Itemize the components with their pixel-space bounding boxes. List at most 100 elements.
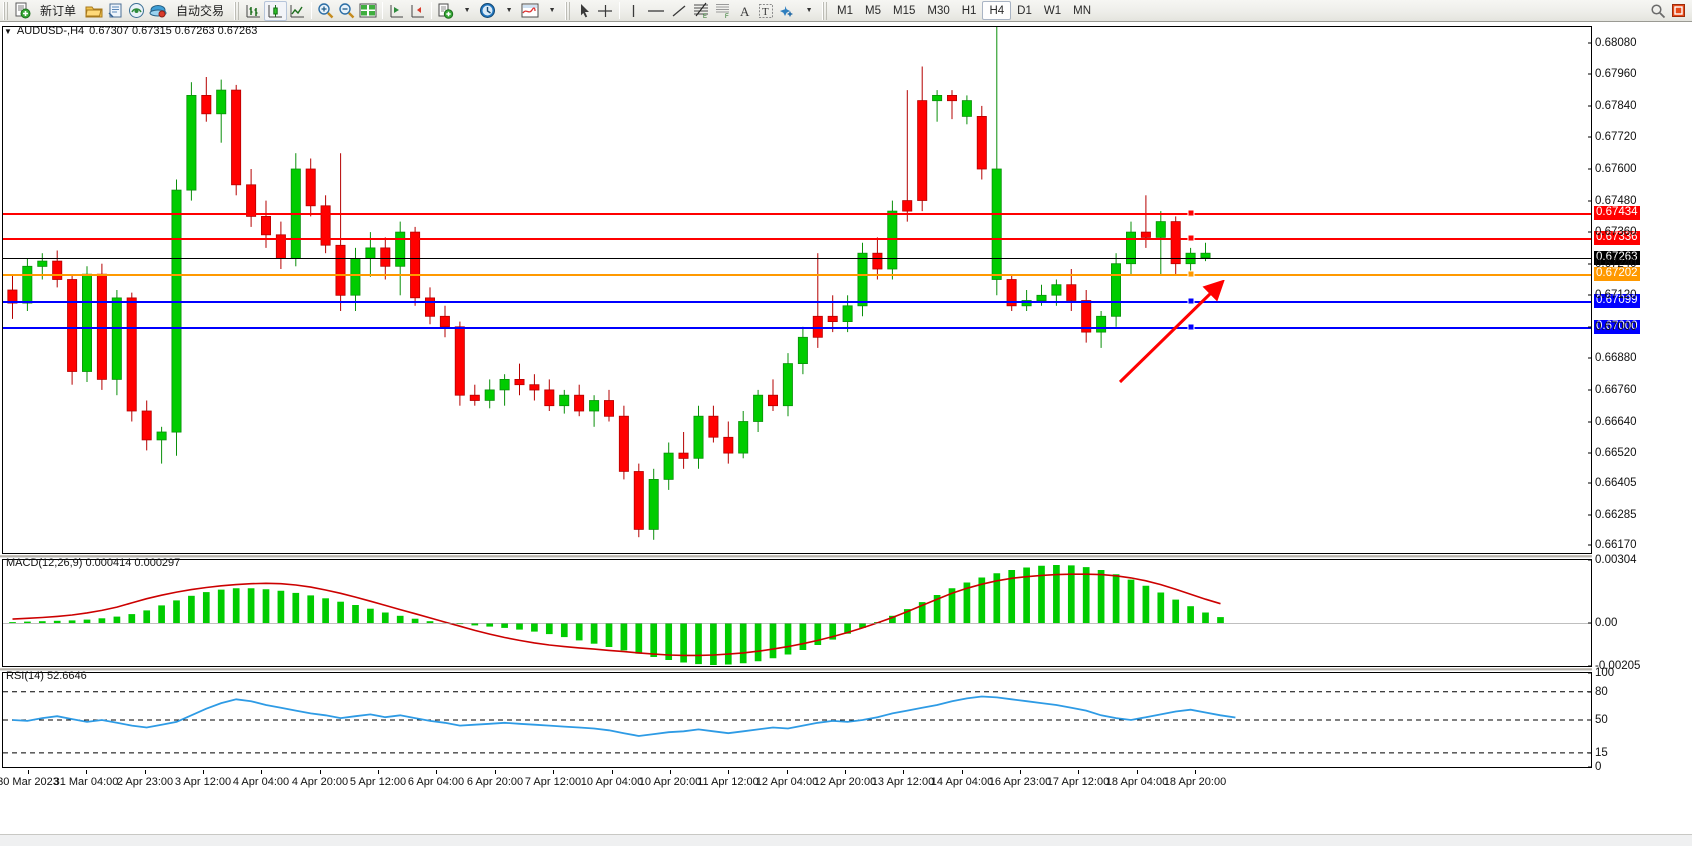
timeframe-mn[interactable]: MN bbox=[1073, 4, 1091, 17]
macd-scale-divider bbox=[1591, 559, 1592, 667]
folder-icon[interactable] bbox=[83, 1, 105, 21]
line-chart-icon[interactable] bbox=[287, 1, 308, 21]
timeframe-w1[interactable]: W1 bbox=[1043, 4, 1062, 17]
price-tick: 0.67840 bbox=[1595, 99, 1637, 112]
toolbar-grip-3[interactable] bbox=[565, 1, 573, 20]
toolbar-grip-2[interactable] bbox=[234, 1, 242, 20]
svg-text:E: E bbox=[703, 14, 707, 19]
indicators-dropdown-icon[interactable]: ▼ bbox=[548, 7, 556, 14]
grid-icon[interactable] bbox=[357, 1, 379, 21]
chart-menu-caret-icon[interactable]: ▼ bbox=[4, 26, 12, 36]
level-line-resistance-1[interactable] bbox=[3, 212, 1591, 215]
level-handle-support-1[interactable] bbox=[1187, 297, 1195, 305]
price-tick: 0.67960 bbox=[1595, 68, 1637, 81]
svg-text:A: A bbox=[740, 4, 750, 19]
time-axis[interactable]: 30 Mar 2023 31 Mar 04:00 2 Apr 23:00 3 A… bbox=[0, 770, 1592, 800]
indicators-icon[interactable] bbox=[519, 1, 541, 21]
macd-pane-separator[interactable] bbox=[0, 555, 1592, 558]
level-line-pivot[interactable] bbox=[3, 273, 1591, 276]
level-tag-resistance-1: 0.67434 bbox=[1594, 205, 1640, 220]
level-tag-pivot: 0.67202 bbox=[1594, 266, 1640, 281]
price-axis[interactable]: 0.68080 0.67960 0.67840 0.67720 0.67600 … bbox=[1588, 26, 1692, 554]
timeframe-h1[interactable]: H1 bbox=[961, 4, 977, 17]
timeframe-m1[interactable]: M1 bbox=[837, 4, 854, 17]
price-tick: 0.66880 bbox=[1595, 352, 1637, 365]
auto-trading-button[interactable]: 自动交易 bbox=[169, 1, 231, 21]
maximize-icon[interactable] bbox=[1668, 1, 1689, 21]
shift-start-icon[interactable] bbox=[407, 1, 428, 21]
new-order-icon[interactable] bbox=[12, 1, 33, 21]
timeframe-m15[interactable]: M15 bbox=[893, 4, 916, 17]
templates-icon[interactable] bbox=[435, 1, 456, 21]
svg-text:F: F bbox=[725, 14, 729, 19]
rsi-tick: 100 bbox=[1595, 667, 1615, 679]
objects-dropdown-icon[interactable]: ▼ bbox=[805, 7, 813, 14]
bar-chart-icon[interactable] bbox=[243, 1, 264, 21]
rsi-axis: 100 80 50 15 0 bbox=[1588, 667, 1692, 773]
periodicity-icon[interactable] bbox=[477, 1, 498, 21]
timeframe-d1[interactable]: D1 bbox=[1017, 4, 1032, 17]
periodicity-dropdown-icon[interactable]: ▼ bbox=[505, 7, 513, 14]
timeframe-m30[interactable]: M30 bbox=[927, 4, 950, 17]
shift-end-icon[interactable] bbox=[386, 1, 407, 21]
horizontal-scrollbar[interactable] bbox=[0, 834, 1692, 846]
level-line-support-1[interactable] bbox=[3, 300, 1591, 303]
search-icon[interactable] bbox=[1647, 1, 1668, 21]
candlestick-chart-icon[interactable] bbox=[264, 0, 288, 21]
objects-icon[interactable] bbox=[776, 1, 798, 21]
time-label: 3 Apr 12:00 bbox=[174, 776, 232, 788]
rsi-pane-separator[interactable] bbox=[0, 668, 1592, 671]
toolbar-separator-4 bbox=[619, 2, 621, 19]
rsi-tick: 0 bbox=[1595, 761, 1602, 773]
price-tick: 0.67480 bbox=[1595, 194, 1637, 207]
data-window-icon[interactable] bbox=[126, 1, 147, 21]
expert-advisor-icon[interactable] bbox=[147, 1, 169, 21]
fibo-icon[interactable]: E bbox=[690, 1, 712, 21]
new-order-label: 新订单 bbox=[40, 4, 77, 18]
price-tick: 0.67720 bbox=[1595, 131, 1637, 144]
price-tick: 0.66640 bbox=[1595, 415, 1637, 428]
text-icon[interactable]: A bbox=[734, 1, 755, 21]
macd-indicator-label: MACD(12,26,9) 0.000414 0.000297 bbox=[6, 557, 181, 569]
time-label: 30 Mar 2023 bbox=[0, 776, 59, 788]
toolbar-grip[interactable] bbox=[3, 1, 10, 20]
macd-tick: 0.00 bbox=[1595, 617, 1618, 630]
rsi-tick: 50 bbox=[1595, 714, 1608, 726]
price-tick: 0.66760 bbox=[1595, 383, 1637, 396]
print-preview-icon[interactable] bbox=[105, 1, 126, 21]
zoom-out-icon[interactable] bbox=[336, 1, 357, 21]
horizontal-line-icon[interactable] bbox=[644, 1, 668, 21]
macd-tick: 0.00304 bbox=[1595, 554, 1637, 566]
zoom-in-icon[interactable] bbox=[315, 1, 336, 21]
toolbar-grip-4[interactable] bbox=[822, 1, 830, 20]
rsi-indicator-label: RSI(14) 52.6646 bbox=[6, 670, 87, 682]
level-handle-support-2[interactable] bbox=[1187, 323, 1195, 331]
fibo-fan-icon[interactable]: F bbox=[712, 1, 734, 21]
time-label: 6 Apr 20:00 bbox=[466, 776, 524, 788]
time-label: 12 Apr 20:00 bbox=[813, 776, 877, 788]
price-tick: 0.67240 bbox=[1595, 257, 1637, 270]
level-handle-resistance-2[interactable] bbox=[1187, 234, 1195, 242]
timeframe-h4[interactable]: H4 bbox=[982, 1, 1012, 20]
new-order-button[interactable]: 新订单 bbox=[33, 1, 83, 21]
templates-dropdown-icon[interactable]: ▼ bbox=[463, 7, 471, 14]
chart-container[interactable]: ▼ AUDUSD-,H4 0.67307 0.67315 0.67263 0.6… bbox=[0, 22, 1692, 846]
level-line-support-2[interactable] bbox=[3, 326, 1591, 329]
timeframe-m5[interactable]: M5 bbox=[865, 4, 881, 17]
trendline-icon[interactable] bbox=[668, 1, 690, 21]
main-toolbar: 新订单 bbox=[0, 0, 1692, 22]
auto-trading-label: 自动交易 bbox=[176, 4, 225, 18]
vertical-line-icon[interactable] bbox=[623, 1, 644, 21]
level-handle-resistance-1[interactable] bbox=[1187, 209, 1195, 217]
level-line-resistance-2[interactable] bbox=[3, 238, 1591, 241]
toolbar-right-group bbox=[1647, 1, 1692, 21]
crosshair-icon[interactable] bbox=[595, 1, 616, 21]
level-line-current-price[interactable] bbox=[3, 257, 1591, 259]
level-handle-pivot[interactable] bbox=[1187, 270, 1195, 278]
rsi-tick: 15 bbox=[1595, 746, 1608, 759]
macd-tick: -0.00205 bbox=[1595, 660, 1641, 672]
cursor-icon[interactable] bbox=[574, 1, 595, 21]
macd-axis: 0.00304 0.00 -0.00205 bbox=[1588, 554, 1692, 672]
time-label: 10 Apr 04:00 bbox=[580, 776, 644, 788]
text-label-icon[interactable]: T bbox=[755, 1, 776, 21]
